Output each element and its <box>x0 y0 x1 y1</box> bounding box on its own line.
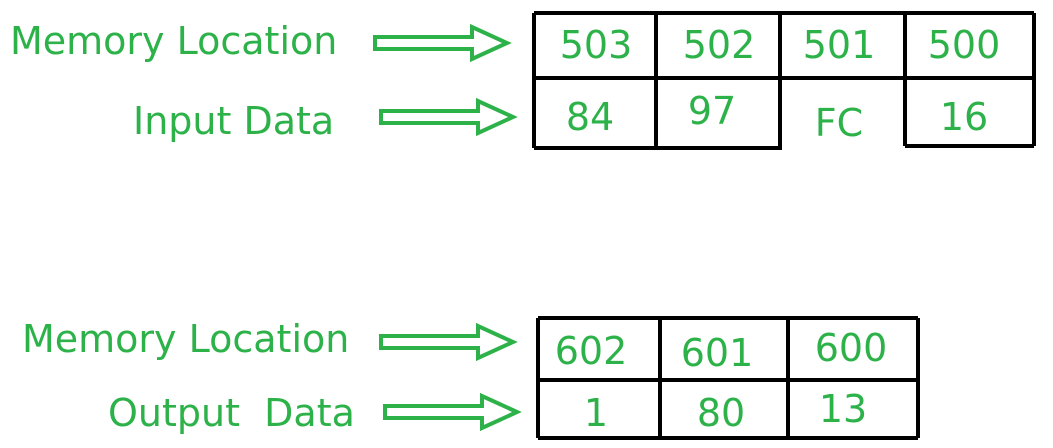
input-address-cell: 502 <box>682 23 756 67</box>
output-value-cell: 80 <box>696 391 746 435</box>
input-value-cell: 16 <box>939 95 989 139</box>
input-value-cell: 97 <box>687 89 737 133</box>
output-data-label: Output Data <box>108 391 355 435</box>
input-value-cell: 84 <box>565 95 615 139</box>
right-arrow-icon <box>379 322 518 362</box>
input-memory-table <box>532 11 1036 150</box>
output-value-cell: 13 <box>818 387 868 431</box>
output-memory-location-label: Memory Location <box>22 317 350 361</box>
output-address-cell: 601 <box>680 331 754 375</box>
input-address-cell: 503 <box>559 23 633 67</box>
output-value-cell: 1 <box>583 391 609 435</box>
output-address-cell: 602 <box>554 329 628 373</box>
right-arrow-icon <box>373 23 512 63</box>
right-arrow-icon <box>383 392 522 432</box>
output-memory-table <box>536 316 920 440</box>
input-value-cell: FC <box>814 101 864 145</box>
input-address-cell: 500 <box>927 23 1001 67</box>
input-memory-location-label: Memory Location <box>10 19 338 63</box>
input-data-label: Input Data <box>133 99 335 143</box>
right-arrow-icon <box>379 97 518 137</box>
input-address-cell: 501 <box>802 23 876 67</box>
output-address-cell: 600 <box>814 326 888 370</box>
